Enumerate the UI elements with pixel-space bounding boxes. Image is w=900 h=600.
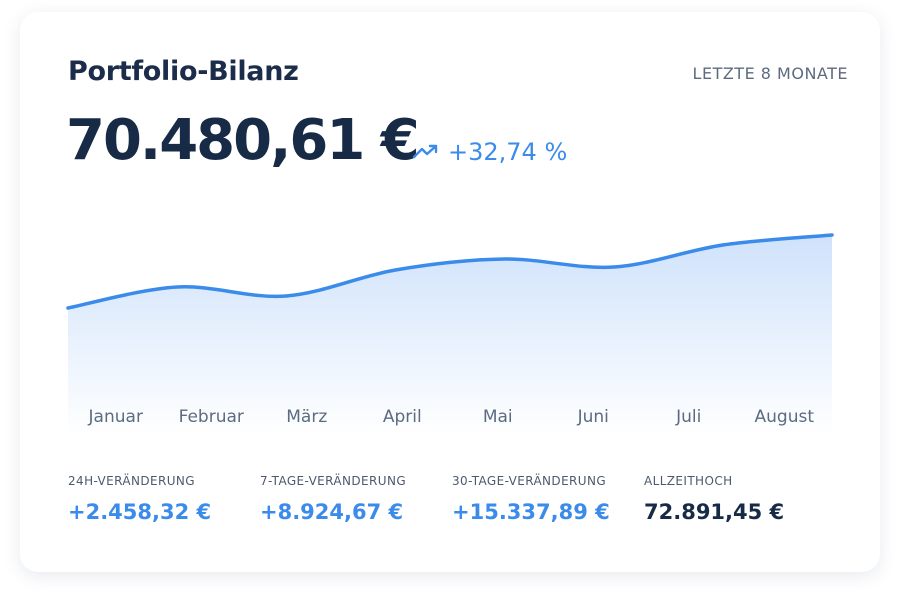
x-tick-label: Juni [577, 407, 609, 427]
change: +32,74 % [412, 138, 567, 166]
area-fill [68, 235, 832, 435]
stat: 7-TAGE-VERÄNDERUNG +8.924,67 € [260, 474, 452, 524]
stat-label: 7-TAGE-VERÄNDERUNG [260, 474, 407, 488]
x-tick-label: Juli [675, 407, 701, 427]
balance: 70.480,61 € [66, 108, 420, 173]
stat-value: +2.458,32 € [68, 500, 212, 524]
stats: 24H-VERÄNDERUNG +2.458,32 € 7-TAGE-VERÄND… [68, 474, 784, 524]
change-value: +32,74 % [448, 138, 568, 166]
stat-label: 30-TAGE-VERÄNDERUNG [452, 474, 607, 488]
period-selector[interactable]: LETZTE 8 MONATE [692, 64, 848, 83]
x-tick-label: April [383, 407, 422, 427]
stat: 30-TAGE-VERÄNDERUNG +15.337,89 € [452, 474, 644, 524]
line [66, 233, 834, 310]
stat: 24H-VERÄNDERUNG +2.458,32 € [68, 474, 260, 524]
stat: ALLZEITHOCH 72.891,45 € [644, 474, 784, 524]
x-tick-label: Mai [483, 407, 513, 427]
stat-value: 72.891,45 € [644, 500, 785, 524]
x-tick-label: Januar [88, 407, 143, 427]
stat-label: 24H-VERÄNDERUNG [68, 474, 195, 488]
stat-value: +8.924,67 € [260, 500, 404, 524]
card-title: Portfolio-Bilanz [68, 56, 299, 87]
x-tick-label: März [286, 407, 327, 427]
x-tick-label: Februar [179, 407, 244, 427]
stat-label: ALLZEITHOCH [644, 474, 733, 488]
x-tick-label: August [755, 407, 815, 427]
trend-icon [412, 144, 438, 159]
stat-value: +15.337,89 € [452, 500, 610, 524]
